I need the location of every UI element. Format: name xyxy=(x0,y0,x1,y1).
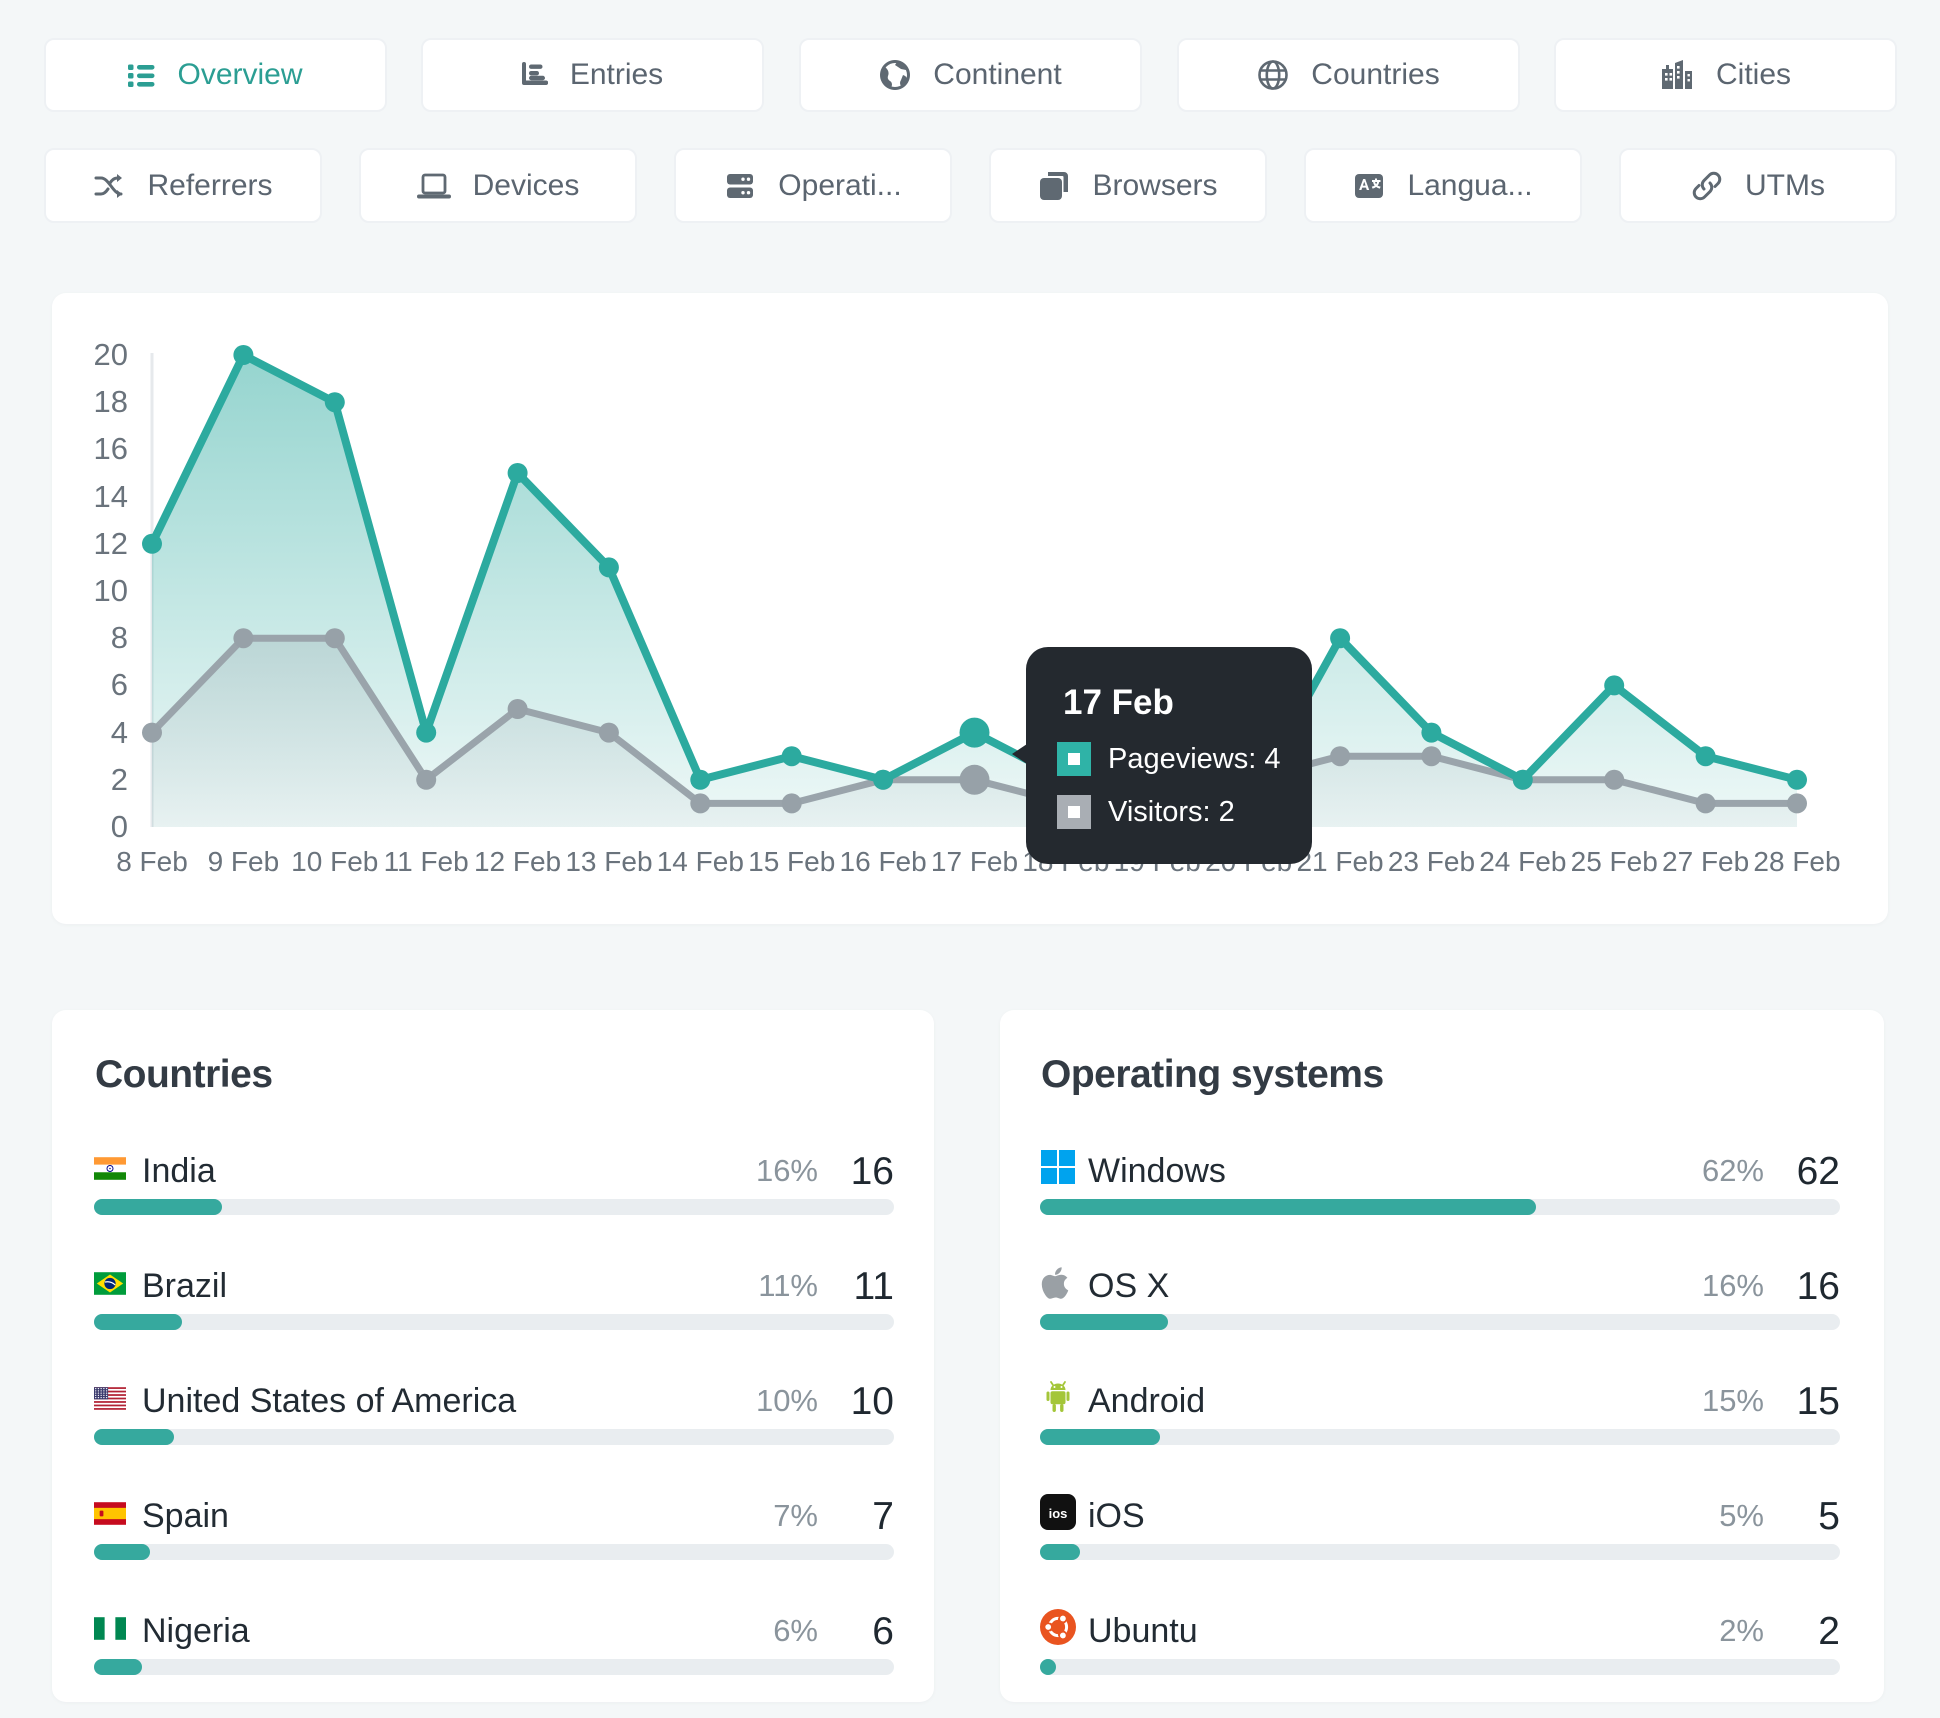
svg-text:ios: ios xyxy=(1049,1506,1068,1521)
